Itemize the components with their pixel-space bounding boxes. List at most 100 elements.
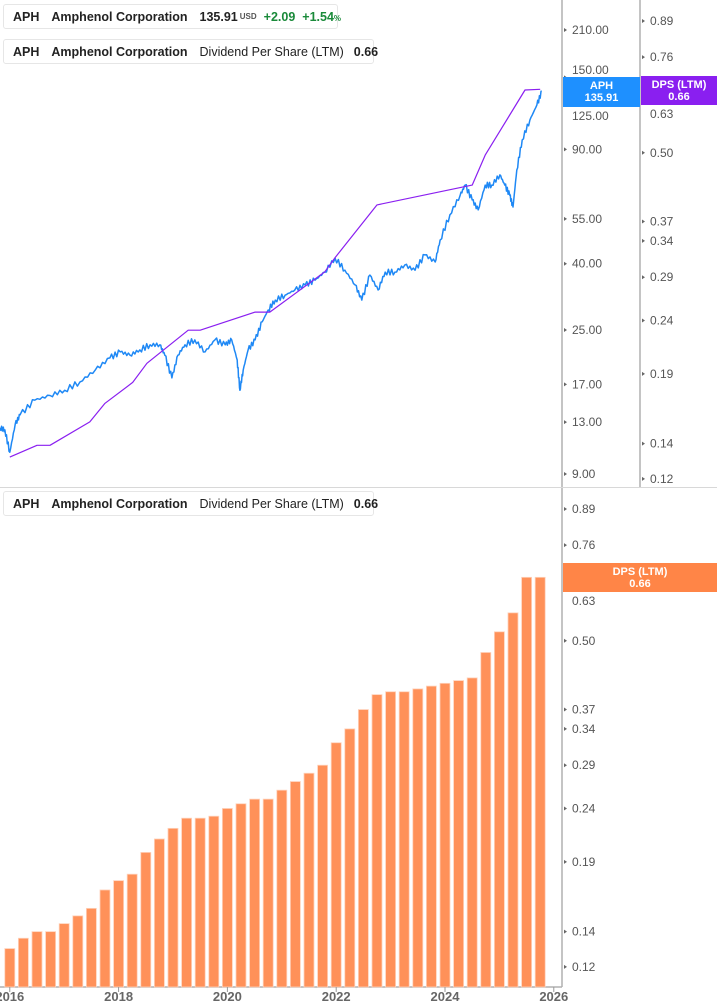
dps-bar	[493, 631, 505, 988]
dps-bar	[181, 817, 192, 988]
legend-company: Amphenol Corporation	[51, 9, 188, 24]
dps-axis-tick-mark	[642, 275, 645, 280]
x-tick-label: 2020	[213, 989, 242, 1004]
dps-bottom-badge: DPS (LTM) 0.66	[563, 563, 717, 592]
bar-axis-tick-label: 0.50	[572, 634, 596, 648]
dps-bar	[4, 948, 16, 988]
legend-dps-bottom[interactable]: APH Amphenol Corporation Dividend Per Sh…	[3, 491, 378, 516]
price-axis-tick-label: 25.00	[572, 323, 602, 337]
dps-bar	[480, 652, 492, 988]
price-axis-tick-mark	[564, 147, 567, 152]
x-tick-label: 2022	[322, 989, 351, 1004]
legend-ticker: APH	[13, 44, 40, 59]
dps-bar	[289, 781, 301, 988]
legend-value: 0.66	[353, 496, 379, 511]
price-axis-tick-label: 9.00	[572, 467, 596, 481]
badge-value: 0.66	[668, 90, 690, 103]
price-axis-tick-label: 55.00	[572, 212, 602, 226]
dps-bar	[221, 808, 233, 988]
price-badge: APH 135.91	[563, 77, 640, 107]
dps-bar	[58, 923, 70, 988]
bar-axis-tick-label: 0.89	[572, 502, 596, 516]
legend-company: Amphenol Corporation	[51, 44, 188, 59]
price-axis-tick-mark	[564, 471, 567, 476]
dps-axis-tick-mark	[642, 476, 645, 481]
dps-bar	[330, 742, 342, 988]
legend-dps-top[interactable]: APH Amphenol Corporation Dividend Per Sh…	[3, 39, 378, 64]
dps-axis-tick-label: 0.76	[650, 50, 674, 64]
price-series-line	[0, 90, 542, 453]
dps-bar	[425, 685, 437, 988]
bar-axis-tick-mark	[564, 726, 567, 731]
legend-value: 0.66	[353, 44, 379, 59]
badge-label: DPS (LTM)	[612, 565, 668, 578]
x-tick-label: 2018	[104, 989, 133, 1004]
legend-metric: Dividend Per Share (LTM)	[199, 44, 344, 59]
price-axis-tick-label: 17.00	[572, 377, 602, 391]
legend-metric: Dividend Per Share (LTM)	[199, 496, 344, 511]
dps-bar	[521, 576, 532, 988]
bar-axis-tick-label: 0.12	[572, 960, 596, 974]
legend-price[interactable]: APH Amphenol Corporation 135.91 USD +2.0…	[3, 4, 342, 29]
price-axis-tick-mark	[564, 261, 567, 266]
badge-value: 135.91	[584, 92, 619, 104]
price-axis-tick-label: 210.00	[572, 23, 609, 37]
price-axis-tick-label: 125.00	[572, 109, 609, 123]
x-tick-label: 2026	[539, 989, 568, 1004]
price-axis-tick-mark	[564, 382, 567, 387]
bar-axis-tick-label: 0.37	[572, 703, 596, 717]
legend-company: Amphenol Corporation	[51, 496, 188, 511]
badge-label: APH	[589, 80, 614, 92]
change-pct-value: +1.54	[302, 9, 334, 24]
dps-axis-tick-mark	[642, 238, 645, 243]
price-axis-tick-label: 13.00	[572, 415, 602, 429]
dps-axis-tick-label: 0.89	[650, 14, 674, 28]
dps-top-badge: DPS (LTM) 0.66	[641, 76, 717, 105]
bar-axis-tick-mark	[564, 543, 567, 548]
dps-series-line	[9, 88, 541, 458]
dps-bar	[344, 728, 356, 988]
dps-axis-tick-mark	[642, 219, 645, 224]
bar-axis-tick-label: 0.14	[572, 925, 596, 939]
dps-axis-tick-label: 0.50	[650, 146, 674, 160]
pct-sign: %	[333, 13, 342, 23]
bar-axis-tick-label: 0.34	[572, 722, 596, 736]
legend-change: +2.09	[263, 9, 296, 24]
dps-bar	[249, 798, 260, 988]
bar-axis-tick-label: 0.63	[572, 594, 596, 608]
dps-bar	[371, 694, 383, 988]
dps-bar	[113, 880, 124, 988]
legend-ticker: APH	[13, 9, 40, 24]
dps-bar	[194, 817, 206, 988]
dps-axis-tick-label: 0.29	[650, 270, 674, 284]
dps-bar	[17, 937, 29, 988]
dps-axis-tick-label: 0.24	[650, 313, 674, 327]
dps-bar	[208, 815, 220, 988]
legend-ticker: APH	[13, 496, 40, 511]
dps-bar	[85, 907, 97, 988]
price-axis-tick-mark	[564, 327, 567, 332]
dps-bar	[72, 915, 84, 988]
dps-bar	[466, 677, 478, 988]
dps-bar	[357, 709, 369, 988]
dps-bar	[153, 838, 165, 988]
bar-axis-tick-label: 0.24	[572, 801, 596, 815]
badge-label: DPS (LTM)	[651, 78, 707, 91]
badge-value: 0.66	[629, 577, 651, 590]
dps-bar	[303, 772, 315, 988]
price-axis-tick-label: 150.00	[572, 63, 609, 77]
dps-axis-tick-label: 0.63	[650, 107, 674, 121]
dps-bar	[507, 612, 519, 988]
dps-bar	[99, 889, 111, 988]
dps-bar	[385, 691, 396, 988]
dps-axis-tick-label: 0.37	[650, 215, 674, 229]
dps-bar	[262, 798, 274, 988]
dps-bar	[140, 852, 152, 988]
dps-bar	[317, 764, 328, 988]
dps-axis-tick-mark	[642, 318, 645, 323]
bar-axis-tick-mark	[564, 929, 567, 934]
dps-bar	[398, 691, 410, 988]
bar-axis-tick-label: 0.76	[572, 538, 596, 552]
dps-axis-tick-label: 0.19	[650, 367, 674, 381]
